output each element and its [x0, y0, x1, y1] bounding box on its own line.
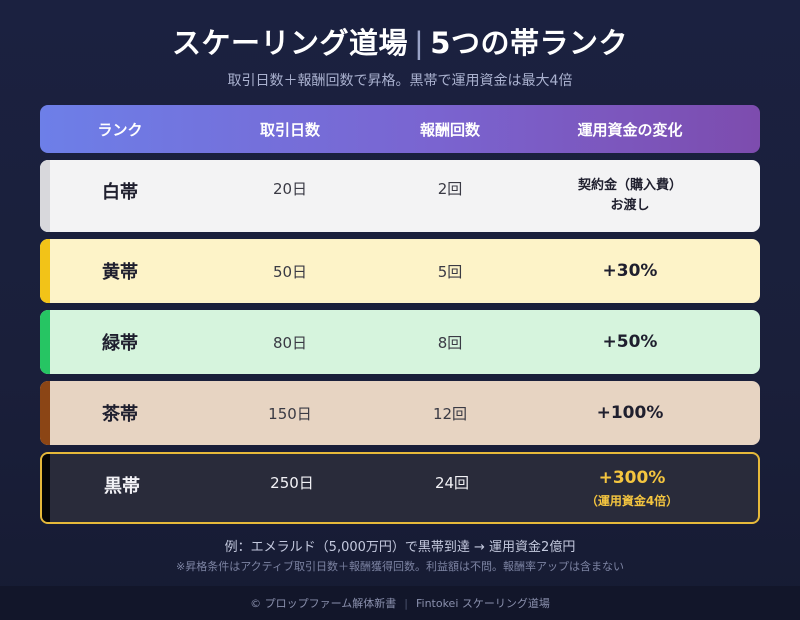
belt-color-bar: [40, 310, 50, 374]
rank-label: 黄帯: [102, 262, 138, 283]
page-title: スケーリング道場 | 5つの帯ランク: [0, 20, 800, 62]
capital-value: +50%: [602, 332, 658, 352]
belt-color-bar: [40, 239, 50, 303]
disclaimer-note: ※昇格条件はアクティブ取引日数＋報酬獲得回数。利益額は不問。報酬率アップは含まな…: [175, 560, 624, 573]
belt-color-bar: [42, 454, 50, 522]
capital-sub: （運用資金4倍）: [585, 493, 679, 508]
rank-label: 茶帯: [102, 404, 138, 425]
capital-main: 契約金（購入費）: [577, 178, 682, 193]
capital-value: +300% （運用資金4倍）: [502, 454, 758, 522]
payouts-value: 24回: [434, 474, 470, 492]
rank-label: 黒帯: [104, 476, 140, 497]
belt-color-bar: [40, 381, 50, 445]
footer: © プロップファーム解体新書 | Fintokei スケーリング道場: [0, 586, 800, 620]
page-subtitle: 取引日数＋報酬回数で昇格。黒帯で運用資金は最大4倍: [227, 73, 573, 89]
footer-copyright: © プロップファーム解体新書: [250, 597, 397, 610]
table-header: ランク 取引日数 報酬回数 運用資金の変化: [40, 105, 760, 153]
table-row-white-belt: 白帯 20日 2回 契約金（購入費） お渡し: [40, 160, 760, 232]
capital-value: +30%: [602, 261, 658, 281]
rank-label: 緑帯: [102, 333, 138, 354]
payouts-value: 2回: [437, 180, 463, 198]
days-value: 20日: [272, 180, 308, 198]
example-note: 例：エメラルド（5,000万円）で黒帯到達 → 運用資金2億円: [224, 540, 576, 555]
footer-divider: |: [404, 596, 408, 610]
days-value: 150日: [268, 404, 312, 423]
days-value: 250日: [270, 474, 314, 492]
header-days: 取引日数: [259, 120, 320, 139]
header-payouts: 報酬回数: [419, 120, 480, 139]
title-main: スケーリング道場: [172, 26, 409, 60]
rank-label: 白帯: [102, 182, 138, 203]
footer-brand: Fintokei スケーリング道場: [415, 597, 550, 610]
header-capital: 運用資金の変化: [577, 120, 683, 139]
belt-color-bar: [40, 160, 50, 232]
table-row-green-belt: 緑帯 80日 8回 +50%: [40, 310, 760, 374]
capital-main: +300%: [598, 467, 666, 488]
table-row-brown-belt: 茶帯 150日 12回 +100%: [40, 381, 760, 445]
table-row-yellow-belt: 黄帯 50日 5回 +30%: [40, 239, 760, 303]
table-row-black-belt: 黒帯 250日 24回 +300% （運用資金4倍）: [40, 452, 760, 524]
capital-sub: お渡し: [610, 198, 650, 213]
capital-value: 契約金（購入費） お渡し: [500, 160, 760, 232]
payouts-value: 12回: [432, 404, 468, 423]
days-value: 50日: [272, 262, 308, 281]
days-value: 80日: [272, 333, 308, 352]
capital-value: +100%: [596, 403, 664, 423]
payouts-value: 5回: [437, 262, 463, 281]
header-rank: ランク: [97, 120, 143, 139]
title-sub: 5つの帯ランク: [430, 26, 628, 60]
title-divider: |: [414, 26, 425, 60]
payouts-value: 8回: [437, 333, 463, 352]
